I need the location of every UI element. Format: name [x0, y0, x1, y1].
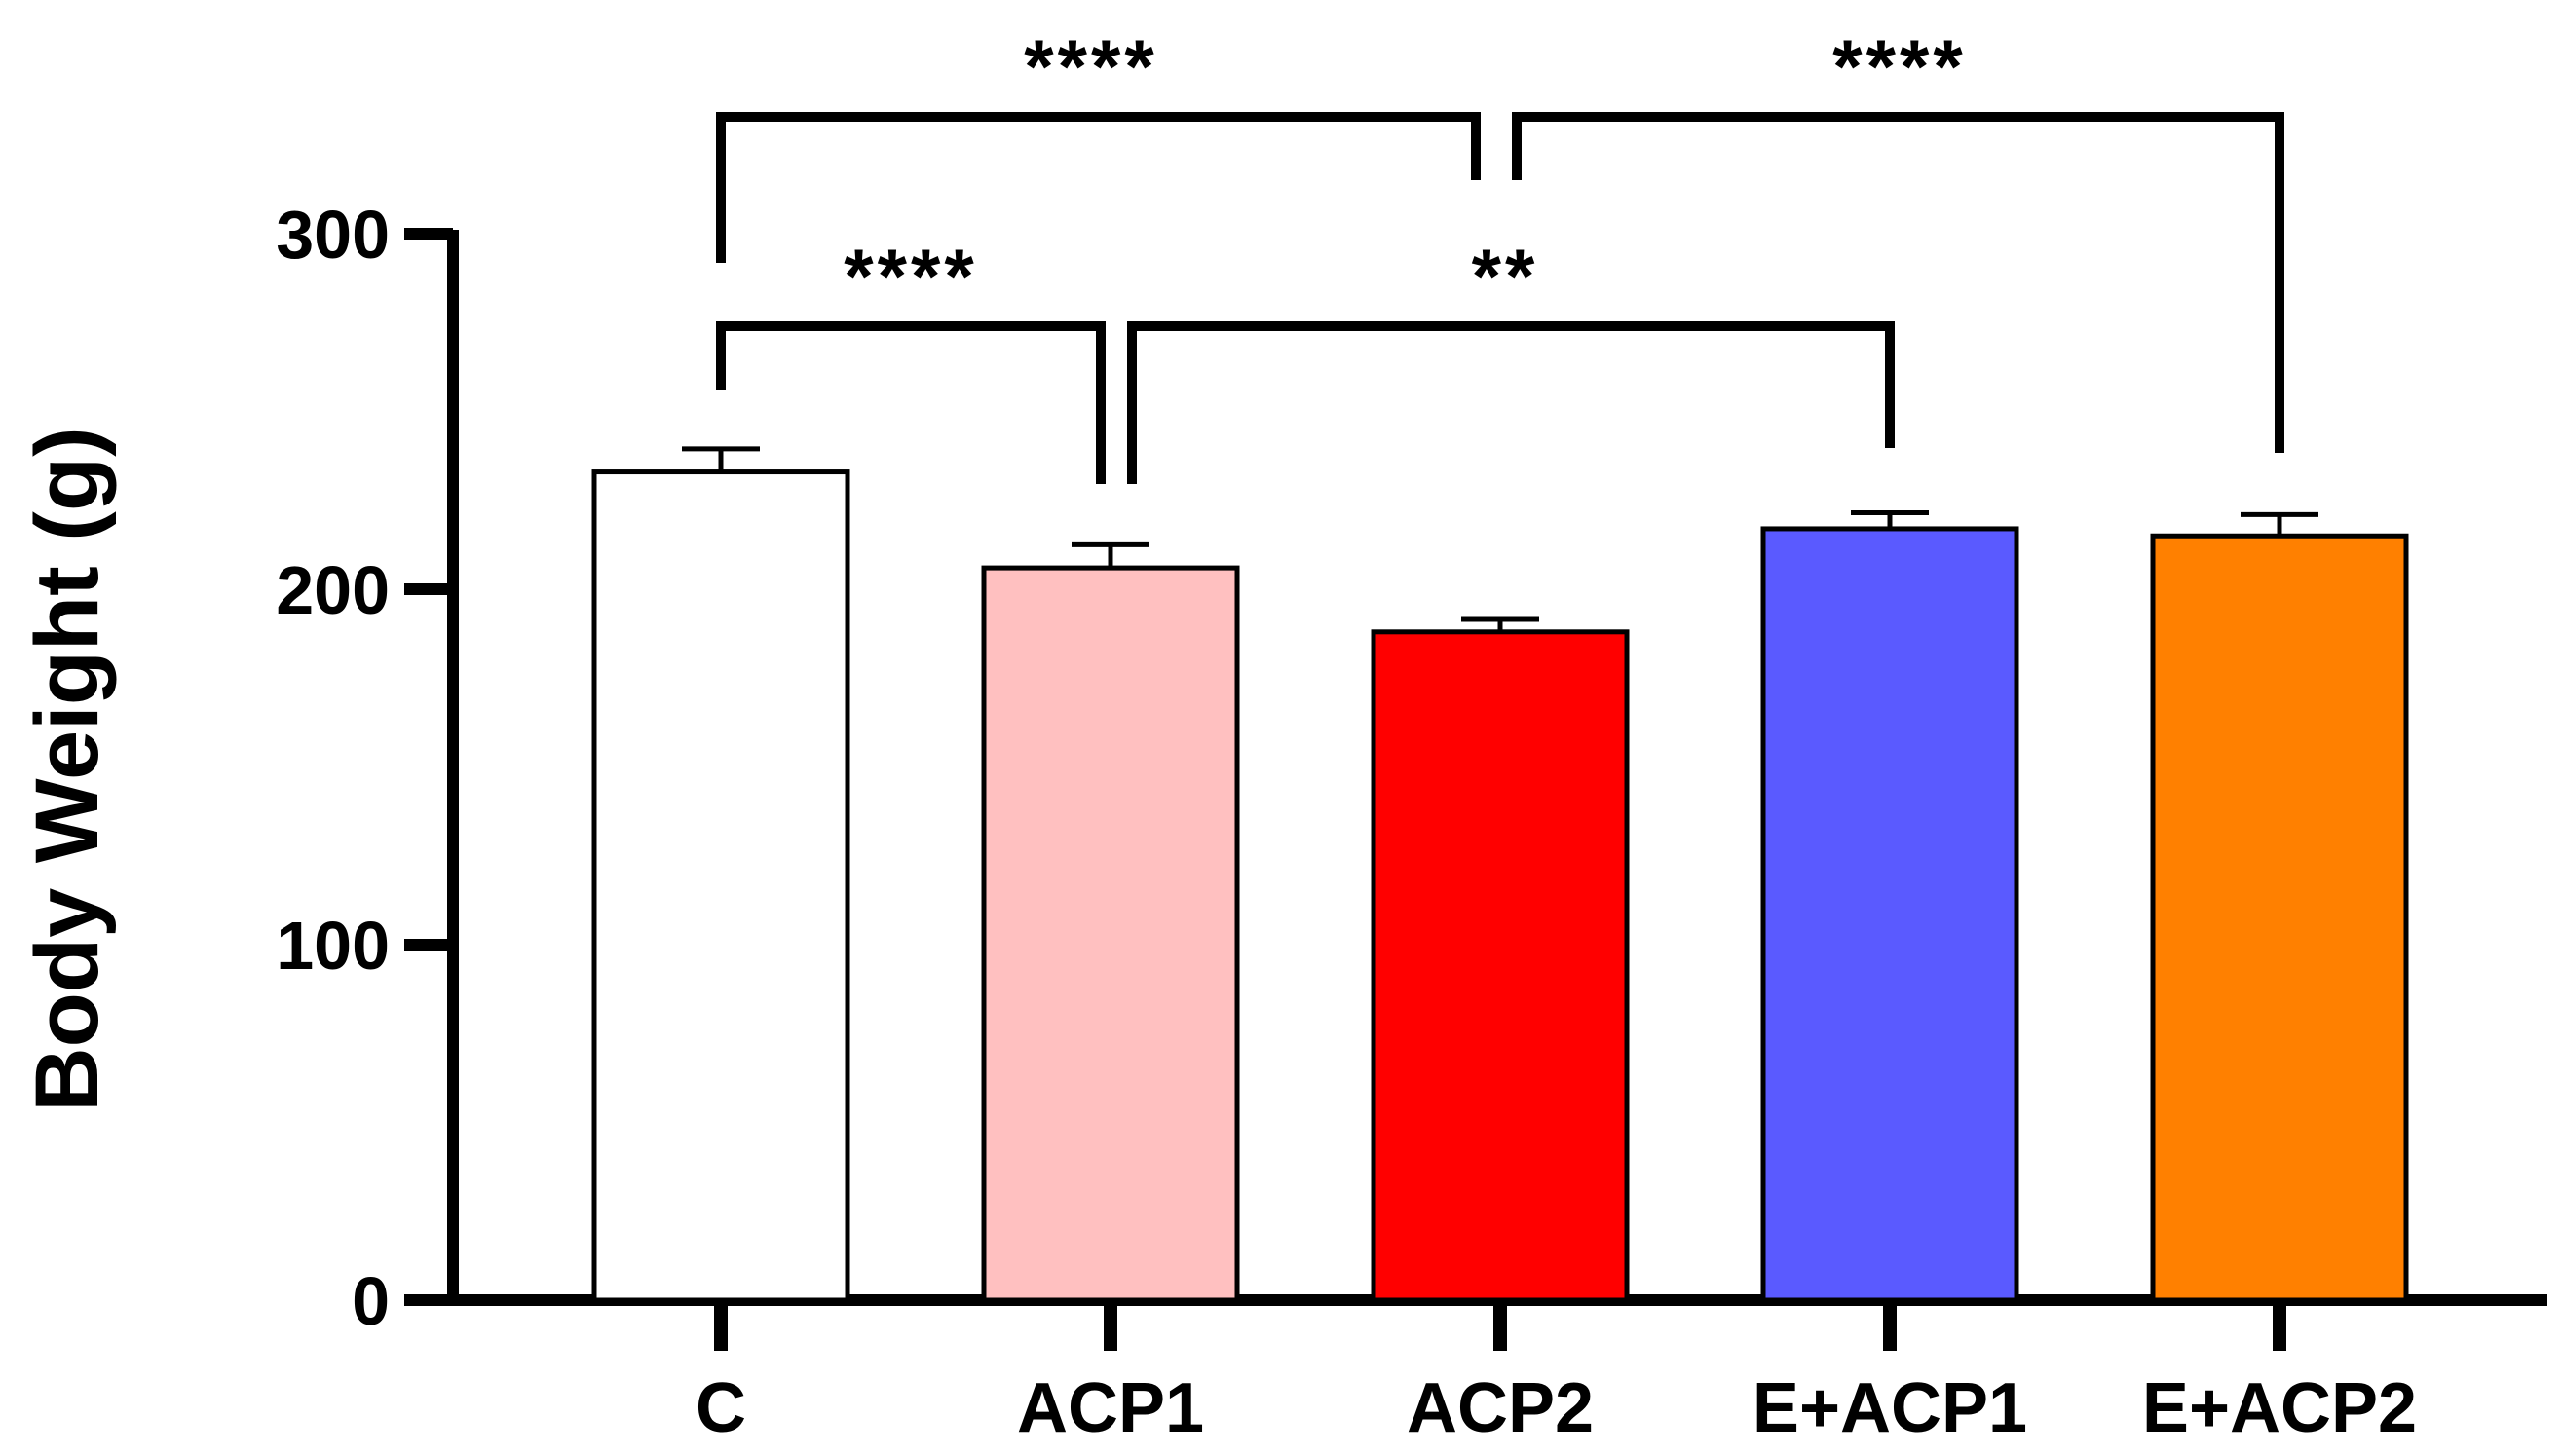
x-tick-label: E+ACP2 — [2142, 1369, 2417, 1447]
significance-label: **** — [1024, 23, 1157, 109]
bar — [2150, 533, 2409, 1303]
significance-label: ** — [1472, 233, 1539, 318]
bar — [591, 469, 850, 1303]
significance-bracket — [1512, 112, 2284, 453]
x-tick-label: C — [696, 1369, 746, 1447]
bar — [981, 565, 1240, 1303]
y-tick-label: 200 — [276, 552, 390, 628]
bars — [591, 469, 2409, 1303]
significance-label: **** — [1832, 23, 1966, 109]
y-tick-label: 300 — [276, 197, 390, 273]
significance-label: **** — [844, 233, 977, 318]
significance-brackets: **** ****** **** — [716, 23, 2284, 484]
y-tick-label: 100 — [276, 908, 390, 984]
significance-bracket — [716, 321, 1106, 484]
bar — [1371, 629, 1630, 1303]
significance-bracket — [716, 112, 1481, 263]
error-bars — [682, 446, 2318, 632]
y-axis-title: Body Weight (g) — [18, 427, 117, 1112]
bar — [1760, 526, 2019, 1303]
significance-bracket — [1127, 321, 1895, 484]
y-tick-label: 0 — [352, 1263, 390, 1339]
x-tick-label: ACP2 — [1407, 1369, 1594, 1447]
x-tick-label: ACP1 — [1017, 1369, 1204, 1447]
labels: Body Weight (g) 0 100 200 300 C ACP1 ACP2 E+ACP… — [18, 197, 2417, 1447]
x-tick-label: E+ACP1 — [1752, 1369, 2027, 1447]
